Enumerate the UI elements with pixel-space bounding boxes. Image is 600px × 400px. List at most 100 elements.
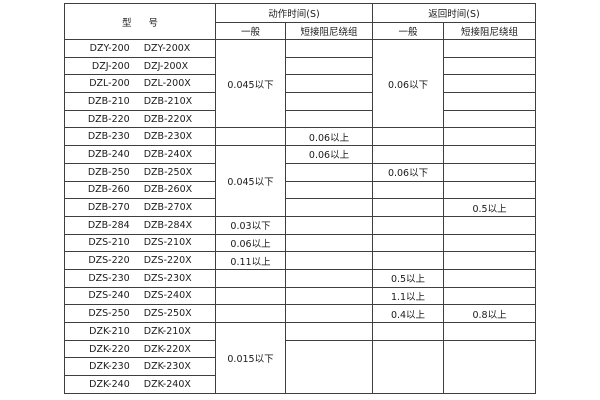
value-cell-return-damped xyxy=(443,56,537,76)
value-cell-action-general xyxy=(215,304,286,323)
value-cell-action-damped xyxy=(284,268,374,288)
model-name-x: DZS-250X xyxy=(143,308,192,320)
table-row: DZJ-200 DZJ-200X xyxy=(64,56,537,76)
table-row: DZS-230 DZS-230X 0.5以上 xyxy=(64,268,537,288)
value-cell-return-damped xyxy=(443,109,537,129)
model-name-x: DZB-240X xyxy=(143,148,193,160)
value-cell-return-general: 0.5以上 xyxy=(372,268,445,288)
value-cell-action-damped xyxy=(284,56,374,76)
model-cell: DZS-220 DZS-220X xyxy=(64,251,216,270)
value-cell-return-general xyxy=(372,145,445,164)
model-name-x: DZB-230X xyxy=(143,131,193,143)
value-cell-action-damped xyxy=(284,74,374,94)
value-cell-return-damped xyxy=(443,74,537,94)
model-name-x: DZB-250X xyxy=(143,166,193,178)
value-cell-return-general: 0.4以上 xyxy=(372,304,445,323)
value-cell-return-general xyxy=(372,215,445,235)
model-name-x: DZB-260X xyxy=(143,184,193,196)
model-name: DZS-240 xyxy=(88,290,130,302)
model-name: DZB-250 xyxy=(87,166,130,178)
model-cell: DZB-210 DZB-210X xyxy=(64,92,216,111)
value-cell-action-damped xyxy=(284,39,374,58)
value-cell-action-general: 0.045以下 xyxy=(215,145,286,217)
value-cell-action-general: 0.045以下 xyxy=(215,38,286,129)
value-cell-action-general xyxy=(215,268,286,288)
value-cell-return-damped xyxy=(443,322,537,341)
model-cell: DZB-250 DZB-250X xyxy=(64,162,216,182)
table-row: DZB-220 DZB-220X xyxy=(64,109,537,129)
table-row: DZB-210 DZB-210X xyxy=(64,92,537,111)
model-cell: DZY-200 DZY-200X xyxy=(64,39,216,58)
value-cell-action-general: 0.03以下 xyxy=(215,215,286,235)
model-name-x: DZK-230X xyxy=(143,361,191,373)
col-header-action-general: 一般 xyxy=(215,22,286,40)
table-row: DZB-250 DZB-250X 0.06以下 xyxy=(64,162,537,182)
table-row: DZB-240 DZB-240X 0.045以下 0.06以上 xyxy=(64,145,537,217)
model-cell: DZK-230 DZK-230X xyxy=(64,357,216,377)
table-row: DZK-210 DZK-210X 0.015以下 xyxy=(64,322,537,394)
model-name: DZJ-200 xyxy=(91,60,130,72)
model-name: DZK-240 xyxy=(89,379,130,391)
model-name-x: DZB-210X xyxy=(143,95,193,107)
model-name-x: DZS-220X xyxy=(143,255,192,267)
value-cell-action-damped xyxy=(284,286,374,306)
model-cell: DZK-220 DZK-220X xyxy=(64,339,216,359)
value-cell-return-general: 0.06以下 xyxy=(372,38,445,129)
model-cell: DZK-210 DZK-210X xyxy=(64,322,216,341)
value-cell-return-damped xyxy=(443,233,537,253)
value-cell-action-damped xyxy=(284,233,374,253)
table-row: DZS-220 DZS-220X 0.11以上 xyxy=(64,251,537,270)
model-name: DZS-220 xyxy=(88,255,130,267)
table-row: DZK-240 DZK-240X xyxy=(64,375,536,394)
model-name: DZS-210 xyxy=(88,237,130,249)
table-row: DZS-240 DZS-240X 1.1以上 xyxy=(64,286,537,306)
model-name: DZL-200 xyxy=(89,78,130,90)
value-cell-action-damped xyxy=(284,215,374,235)
value-cell-action-general: 0.015以下 xyxy=(215,322,286,394)
model-cell: DZB-270 DZB-270X xyxy=(64,198,216,217)
model-name: DZK-230 xyxy=(89,361,130,373)
value-cell-action-damped xyxy=(284,322,374,341)
table-row: DZK-220 DZK-220X xyxy=(64,339,537,395)
model-name-x: DZB-220X xyxy=(143,113,193,125)
model-name-x: DZY-200X xyxy=(143,42,191,54)
model-name: DZS-250 xyxy=(88,308,130,320)
value-cell-action-damped xyxy=(284,109,374,129)
model-cell: DZB-260 DZB-260X xyxy=(64,180,216,200)
model-cell: DZJ-200 DZJ-200X xyxy=(64,56,216,76)
header-row-1: 型 号 动作时间(S) 返回时间(S) xyxy=(64,3,537,40)
model-cell: DZS-240 DZS-240X xyxy=(64,286,216,306)
table-row: DZK-230 DZK-230X xyxy=(64,357,536,377)
col-header-action-damped: 短接阻尼绕组 xyxy=(284,22,374,40)
model-name: DZB-210 xyxy=(87,95,130,107)
value-cell-return-damped xyxy=(443,268,537,288)
value-cell-action-damped xyxy=(284,180,374,200)
value-cell-action-general xyxy=(215,286,286,306)
value-cell-action-general: 0.11以上 xyxy=(215,251,286,270)
table-row: DZB-284 DZB-284X 0.03以下 xyxy=(64,215,537,235)
value-cell-return-damped xyxy=(443,180,537,200)
model-name: DZY-200 xyxy=(89,42,130,54)
table-row: DZY-200 DZY-200X 0.045以下 0.06以下 xyxy=(64,38,537,129)
table-row: DZS-250 DZS-250X 0.4以上 0.8以上 xyxy=(64,304,537,323)
model-name-x: DZK-220X xyxy=(143,343,191,355)
model-cell: DZB-220 DZB-220X xyxy=(64,109,216,129)
model-name-x: DZS-210X xyxy=(143,237,192,249)
col-header-model: 型 号 xyxy=(64,3,216,40)
model-cell: DZB-284 DZB-284X xyxy=(64,215,216,235)
value-cell-return-damped xyxy=(443,339,537,395)
model-name: DZB-230 xyxy=(87,131,130,143)
model-name: DZK-210 xyxy=(89,325,130,337)
value-cell-return-damped xyxy=(443,162,537,182)
value-cell-action-general: 0.06以上 xyxy=(215,233,286,253)
model-name-x: DZB-270X xyxy=(143,202,193,214)
value-cell-return-general xyxy=(372,233,445,253)
value-cell-return-general xyxy=(372,251,445,270)
model-cell: DZS-230 DZS-230X xyxy=(64,268,216,288)
model-name: DZB-240 xyxy=(87,148,130,160)
model-name-x: DZK-240X xyxy=(143,379,191,391)
col-header-action-time: 动作时间(S) xyxy=(214,3,374,23)
model-name-x: DZB-284X xyxy=(143,219,193,231)
spec-table: 型 号 动作时间(S) 返回时间(S) 一般 短接阻尼绕组 一般 短接阻尼绕组 … xyxy=(64,3,537,395)
